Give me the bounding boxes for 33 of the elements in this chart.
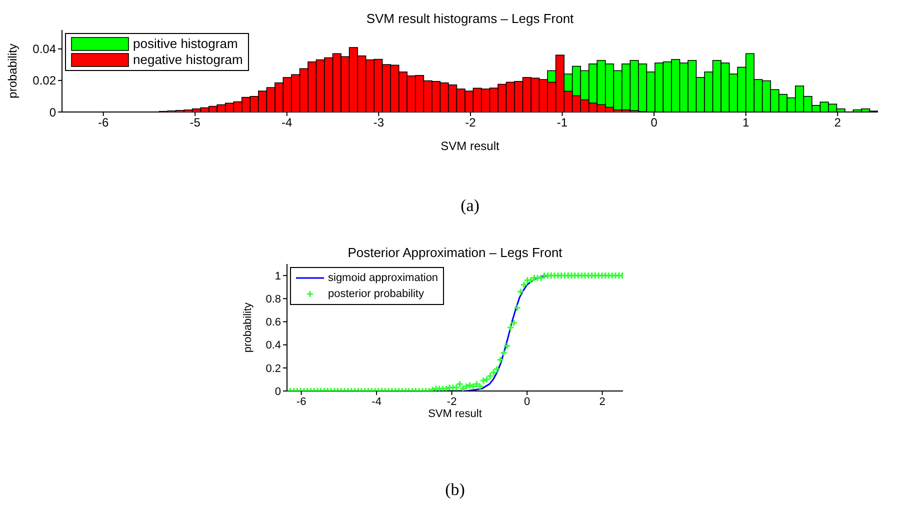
x-tick-label: -4 — [372, 396, 382, 408]
y-tick-label: 0.6 — [266, 316, 281, 329]
y-tick-label: 0 — [49, 105, 56, 120]
y-tick-label: 0 — [274, 386, 281, 398]
y-axis-title: probability — [5, 44, 20, 98]
x-tick-label: -6 — [98, 116, 109, 130]
x-tick-label: -1 — [556, 116, 568, 130]
x-tick-label: 0 — [650, 116, 658, 130]
x-tick-label: 2 — [834, 116, 842, 130]
x-tick-label: -2 — [465, 116, 476, 130]
legend-label: positive histogram — [133, 36, 238, 52]
x-tick-label: 0 — [524, 396, 530, 408]
x-tick-label: -3 — [373, 116, 384, 130]
y-tick-label: 0.02 — [32, 74, 56, 88]
x-tick-label: 2 — [599, 396, 606, 408]
x-tick-label: -4 — [282, 116, 293, 130]
x-tick-label: -6 — [296, 396, 306, 408]
x-tick-label: -5 — [190, 116, 201, 130]
y-tick-label: 1 — [274, 270, 281, 282]
legend-label: negative histogram — [133, 52, 243, 68]
y-tick-label: 0.8 — [266, 294, 281, 306]
y-tick-label: 0.4 — [266, 340, 281, 352]
x-tick-label: -2 — [446, 396, 457, 408]
chart-title: Posterior Approximation – Legs Front — [346, 245, 564, 260]
x-tick-label: 1 — [742, 116, 750, 130]
x-axis-title: SVM result — [428, 408, 482, 420]
x-axis-title: SVM result — [440, 139, 500, 153]
chart-title: SVM result histograms – Legs Front — [365, 11, 575, 26]
text: (a) — [460, 196, 480, 216]
y-tick-label: 0.04 — [32, 42, 56, 56]
y-tick-label: 0.2 — [266, 362, 281, 375]
y-axis-title: probability — [242, 302, 254, 353]
text: (b) — [444, 480, 466, 500]
